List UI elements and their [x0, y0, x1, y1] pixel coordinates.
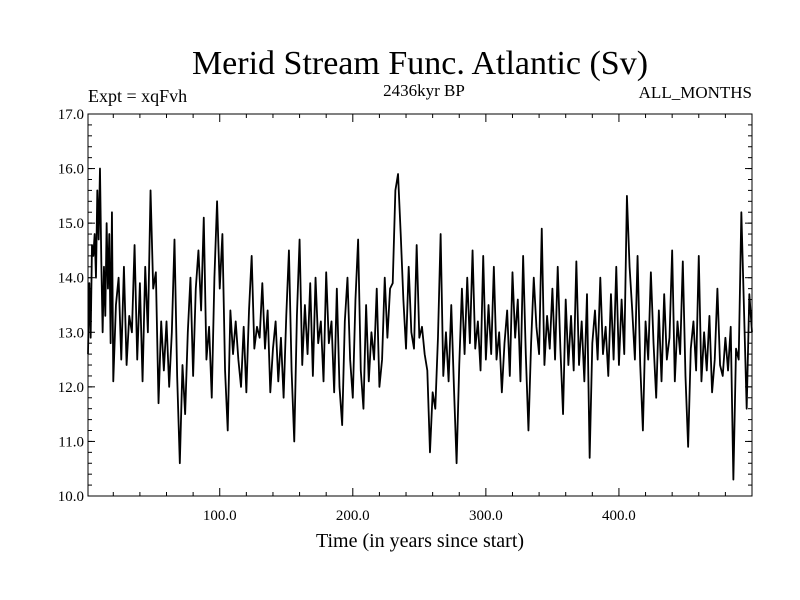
x-axis-label: Time (in years since start) — [316, 530, 524, 552]
y-tick-label: 11.0 — [58, 434, 84, 450]
plot-area — [87, 167, 753, 481]
x-tick-label: 400.0 — [602, 508, 636, 524]
y-tick-label: 15.0 — [58, 216, 84, 232]
chart-title: Merid Stream Func. Atlantic (Sv) — [192, 45, 648, 82]
y-tick-label: 16.0 — [58, 162, 84, 178]
experiment-label: Expt = xqFvh — [88, 86, 187, 106]
x-tick-label: 200.0 — [336, 508, 370, 524]
x-tick-label: 300.0 — [469, 508, 503, 524]
series-line — [87, 167, 753, 481]
period-label: 2436kyr BP — [383, 81, 465, 100]
y-tick-label: 14.0 — [58, 271, 84, 287]
plot-frame — [87, 113, 753, 497]
y-tick-label: 13.0 — [58, 325, 84, 341]
y-tick-label: 12.0 — [58, 380, 84, 396]
x-tick-label: 100.0 — [203, 508, 237, 524]
y-tick-label: 17.0 — [58, 107, 84, 123]
x-axis: 100.0 200.0 300.0 400.0 — [112, 114, 726, 524]
months-label: ALL_MONTHS — [639, 83, 752, 102]
y-axis: 10.0 11.0 12.0 13.0 14.0 15.0 16.0 17.0 — [58, 107, 752, 505]
y-tick-label: 10.0 — [58, 489, 84, 505]
